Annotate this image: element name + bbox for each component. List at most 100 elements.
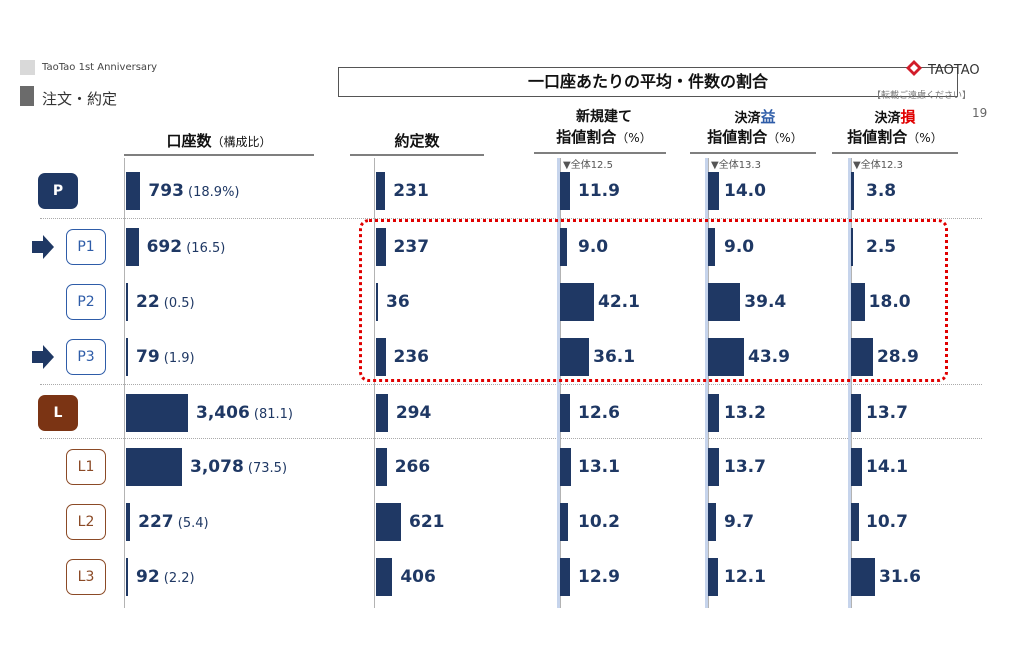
row-separator-p [40,218,982,219]
bar-profit-l [708,394,719,432]
bar-new-l [560,394,571,432]
header-profit-unit: （%） [767,131,803,145]
bar-contracts-l1 [376,448,387,486]
category-badge-p2: P2 [66,284,106,320]
bar-profit-p3 [708,338,744,376]
header-loss-label: 指値割合 [847,128,908,146]
axis-new [560,158,561,608]
value-label-new-l3: 12.9 [578,567,620,587]
legend-swatch-orders [20,86,34,106]
value-label-profit-l1: 13.7 [724,457,766,477]
value-label-accounts-l2: 227 (5.4) [138,512,209,532]
header-profit-label: 指値割合 [707,128,768,146]
category-badge-p1: P1 [66,229,106,265]
category-badge-l3: L3 [66,559,106,595]
bar-contracts-p [376,172,386,210]
bar-accounts-p [126,172,141,210]
value-label-contracts-l2: 621 [409,512,445,532]
header-loss-prefix: 決済 [874,111,901,126]
axis-profit [708,158,709,608]
bar-accounts-p2 [126,283,128,321]
header-underline-profit [690,152,816,154]
bar-accounts-l2 [126,503,131,541]
header-new-label: 指値割合 [556,128,617,146]
value-label-loss-l: 13.7 [866,403,908,423]
header-new-line2: 指値割合（%） [534,126,674,147]
header-accounts-sub: （構成比） [211,135,272,149]
legend-label-orders: 注文・約定 [42,90,118,108]
row-separator-pl [40,384,982,385]
value-label-profit-p3: 43.9 [748,347,790,367]
header-new-line1: 新規建て [576,109,632,125]
header-loss-line1: 決済損 [830,106,960,127]
value-label-contracts-l: 294 [395,403,432,423]
bar-loss-p3 [851,338,873,376]
value-label-new-l2: 10.2 [578,512,620,532]
logo-diamond-icon [906,60,922,76]
axis-contracts [374,158,375,608]
header-loss-unit: （%） [907,131,943,145]
bar-profit-l3 [708,558,718,596]
reprint-note: 【転載ご遠慮ください】 [872,91,972,101]
header-profit-line2: 指値割合（%） [690,126,820,147]
average-line-new [557,158,560,608]
value-label-loss-p: 3.8 [866,181,897,201]
header-new-unit: （%） [616,131,652,145]
average-line-profit [705,158,708,608]
header-profit-line1: 決済益 [690,106,820,127]
value-label-accounts-l1: 3,078 (73.5) [190,457,288,477]
bar-loss-l3 [851,558,875,596]
header-underline-loss [832,152,958,154]
bar-new-p1 [560,228,568,266]
value-label-contracts-l3: 406 [400,567,436,587]
average-line-loss [848,158,851,608]
share-label-p1: (16.5) [182,241,226,256]
header-underline-contracts [350,154,484,156]
bar-new-l3 [560,558,571,596]
value-label-accounts-l: 3,406 (81.1) [196,403,294,423]
bar-profit-p1 [708,228,716,266]
bar-contracts-p1 [376,228,386,266]
value-label-loss-l1: 14.1 [866,457,908,477]
legend-label-anniversary: TaoTao 1st Anniversary [42,62,158,73]
share-label-l2: (5.4) [173,516,209,531]
average-label-loss: ▼全体12.3 [853,160,903,171]
average-label-new: ▼全体12.5 [563,160,613,171]
row-separator-l [40,438,982,439]
share-label-p: (18.9%) [183,185,240,200]
value-label-accounts-p3: 79 (1.9) [136,347,195,367]
bar-contracts-p3 [376,338,386,376]
chart-title: 一口座あたりの平均・件数の割合 [338,67,958,97]
bar-loss-p1 [851,228,853,266]
value-label-new-l: 12.6 [578,403,620,423]
bar-accounts-l3 [126,558,128,596]
value-label-new-p1: 9.0 [578,237,609,257]
bar-contracts-l [376,394,388,432]
header-profit-accent: 益 [760,108,776,126]
value-label-new-p3: 36.1 [593,347,636,367]
bar-contracts-l3 [376,558,393,596]
bar-contracts-p2 [376,283,378,321]
value-label-profit-p2: 39.4 [744,292,787,312]
value-label-loss-l2: 10.7 [866,512,908,532]
value-label-contracts-p3: 236 [393,347,430,367]
taotao-logo: TAOTAO [904,58,996,82]
bar-new-p2 [560,283,594,321]
header-underline-new [534,152,666,154]
header-accounts: 口座数（構成比） [124,130,314,151]
highlight-box [359,219,948,382]
value-label-loss-p2: 18.0 [868,292,911,312]
value-label-new-p2: 42.1 [598,292,640,312]
share-label-l1: (73.5) [243,461,288,476]
header-accounts-label: 口座数 [166,132,212,150]
category-badge-p3: P3 [66,339,106,375]
value-label-accounts-p2: 22 (0.5) [136,292,195,312]
bar-accounts-p3 [126,338,128,376]
value-label-accounts-p: 793 (18.9%) [148,181,240,201]
share-label-p3: (1.9) [159,351,195,366]
axis-accounts [124,158,125,608]
bar-new-p3 [560,338,590,376]
value-label-contracts-p2: 36 [386,292,410,312]
bar-loss-p2 [851,283,865,321]
average-label-profit: ▼全体13.3 [711,160,761,171]
